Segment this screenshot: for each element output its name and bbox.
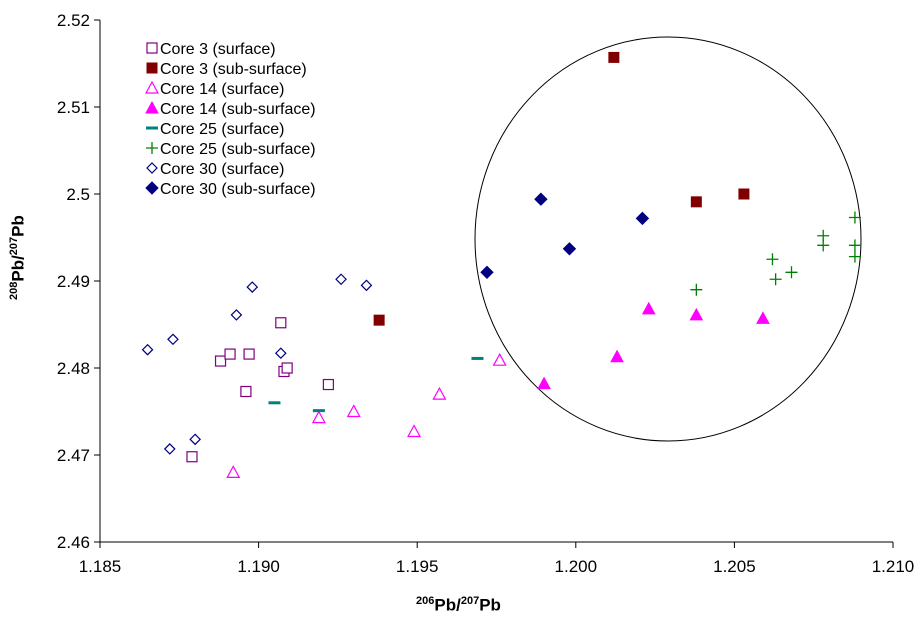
x-tick-label: 1.205 xyxy=(713,557,756,576)
legend-entry: Core 30 (surface) xyxy=(146,161,285,178)
data-point xyxy=(346,404,361,418)
legend-entry: Core 14 (sub-surface) xyxy=(145,100,316,118)
series-8 xyxy=(480,192,650,280)
data-point xyxy=(240,385,252,398)
legend-entry: Core 25 (sub-surface) xyxy=(146,141,316,158)
annotation-circle xyxy=(474,36,862,442)
legend-marker xyxy=(145,181,159,195)
data-point xyxy=(246,281,259,293)
data-point xyxy=(690,196,702,208)
legend-marker xyxy=(146,42,158,54)
data-point xyxy=(407,424,422,438)
data-point xyxy=(224,348,236,360)
legend-label: Core 25 (sub-surface) xyxy=(160,141,316,158)
legend-label: Core 3 (surface) xyxy=(160,41,276,58)
legend-entry: Core 3 (sub-surface) xyxy=(146,61,307,78)
legend-marker xyxy=(145,100,159,114)
series-4 xyxy=(537,301,770,390)
y-tick-label: 2.5 xyxy=(66,185,90,204)
data-point xyxy=(360,279,373,292)
data-point xyxy=(848,250,861,263)
data-point xyxy=(432,386,447,400)
x-tick-label: 1.190 xyxy=(237,557,280,576)
data-point xyxy=(480,265,494,280)
legend-label: Core 25 (surface) xyxy=(160,121,285,138)
y-axis-label: 208Pb/207Pb xyxy=(8,215,28,300)
legend-label: Core 14 (sub-surface) xyxy=(160,101,316,118)
data-point xyxy=(492,352,507,366)
data-point xyxy=(322,378,334,391)
annotation-layer xyxy=(474,36,862,442)
data-point xyxy=(141,343,154,356)
legend-marker xyxy=(144,80,160,94)
y-tick-label: 2.51 xyxy=(57,98,90,117)
series-6 xyxy=(690,211,861,296)
data-point xyxy=(635,211,650,226)
data-point xyxy=(230,309,243,321)
data-point xyxy=(186,451,198,463)
legend-entry: Core 14 (surface) xyxy=(144,80,285,98)
data-point xyxy=(275,317,287,329)
data-marks xyxy=(141,51,861,478)
x-tick-label: 1.185 xyxy=(79,557,122,576)
x-tick-label: 1.210 xyxy=(872,557,915,576)
data-point xyxy=(610,349,624,363)
data-point xyxy=(562,242,577,256)
axes: 2.46 2.47 2.48 2.49 2.5 2.51 2.52 1.185 1.190 1.1… xyxy=(57,11,914,576)
data-point xyxy=(311,410,326,424)
y-tick-label: 2.47 xyxy=(57,446,90,465)
legend: Core 3 (surface) Core 3 (sub-surface) Core… xyxy=(144,41,316,198)
series-5 xyxy=(268,356,484,413)
data-point xyxy=(738,188,750,200)
data-point xyxy=(756,311,770,324)
legend-entry: Core 3 (surface) xyxy=(146,41,276,58)
legend-label: Core 30 (sub-surface) xyxy=(160,181,316,198)
legend-marker xyxy=(146,62,158,74)
data-point xyxy=(189,433,202,446)
data-point xyxy=(769,273,782,286)
data-point xyxy=(817,239,830,252)
data-point xyxy=(534,192,548,206)
x-tick-label: 1.195 xyxy=(396,557,439,576)
data-point xyxy=(226,465,241,478)
data-point xyxy=(848,239,861,252)
legend-label: Core 14 (surface) xyxy=(160,81,285,98)
series-1 xyxy=(186,317,334,463)
legend-marker xyxy=(146,142,158,154)
data-point xyxy=(214,355,227,367)
series-2 xyxy=(373,51,750,326)
y-tick-label: 2.49 xyxy=(57,272,90,291)
legend-label: Core 3 (sub-surface) xyxy=(160,61,307,78)
series-3 xyxy=(226,352,507,478)
data-point xyxy=(766,253,779,266)
data-point xyxy=(689,307,704,321)
data-point xyxy=(243,348,255,360)
data-point xyxy=(163,443,176,455)
series-7 xyxy=(141,273,373,455)
legend-entry: Core 30 (sub-surface) xyxy=(145,181,316,198)
legend-label: Core 30 (surface) xyxy=(160,161,285,178)
data-point xyxy=(335,273,347,286)
data-point xyxy=(281,362,293,374)
data-point xyxy=(785,266,798,279)
legend-marker xyxy=(146,162,158,174)
y-tick-label: 2.52 xyxy=(57,11,90,30)
x-axis-label: 206Pb/207Pb xyxy=(416,595,501,615)
x-tick-label: 1.200 xyxy=(555,557,598,576)
data-point xyxy=(373,314,385,326)
data-point xyxy=(690,283,703,296)
data-point xyxy=(848,211,861,224)
data-point xyxy=(641,301,656,315)
data-point xyxy=(608,51,620,63)
data-point xyxy=(274,347,287,360)
y-tick-label: 2.48 xyxy=(57,359,90,378)
data-point xyxy=(167,333,179,346)
data-point xyxy=(537,376,551,390)
legend-entry: Core 25 (surface) xyxy=(146,121,285,138)
y-tick-label: 2.46 xyxy=(57,533,90,552)
